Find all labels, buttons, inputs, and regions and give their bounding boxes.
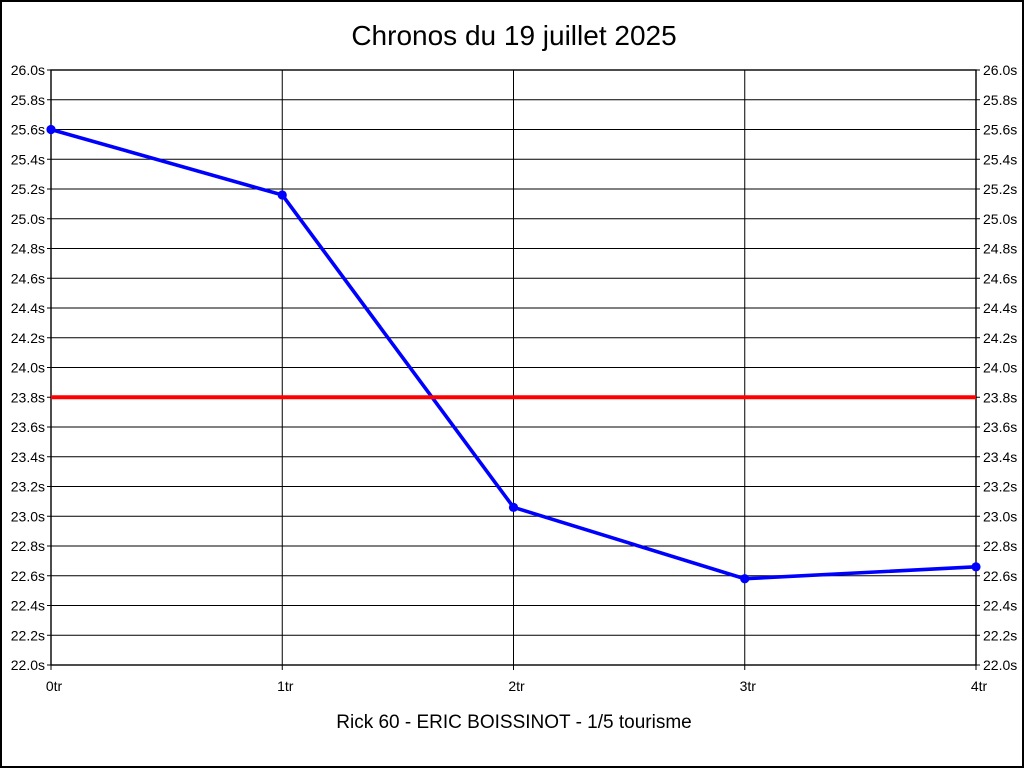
y-tick-label-right: 25.2s <box>983 181 1017 197</box>
y-tick-label-left: 22.0s <box>11 657 45 673</box>
x-tick-label: 2tr <box>508 678 525 694</box>
x-tick-label: 4tr <box>971 678 988 694</box>
y-tick-label-left: 25.2s <box>11 181 45 197</box>
y-tick-label-right: 23.8s <box>983 389 1017 405</box>
chart-subtitle: Rick 60 - ERIC BOISSINOT - 1/5 tourisme <box>336 712 692 733</box>
y-tick-label-left: 24.6s <box>11 270 45 286</box>
y-tick-label-right: 24.2s <box>983 330 1017 346</box>
y-tick-label-right: 23.0s <box>983 508 1017 524</box>
y-tick-label-left: 24.4s <box>11 300 45 316</box>
y-tick-label-right: 25.4s <box>983 151 1017 167</box>
y-tick-label-right: 25.8s <box>983 92 1017 108</box>
y-tick-label-left: 22.6s <box>11 568 45 584</box>
chart-title: Chronos du 19 juillet 2025 <box>351 20 677 51</box>
y-tick-label-left: 25.8s <box>11 92 45 108</box>
y-tick-label-left: 23.8s <box>11 389 45 405</box>
y-tick-label-right: 24.4s <box>983 300 1017 316</box>
y-tick-label-left: 26.0s <box>11 62 45 78</box>
lap-time-point <box>740 574 750 584</box>
lap-time-point <box>46 124 56 135</box>
y-tick-label-right: 22.8s <box>983 538 1017 554</box>
y-tick-label-left: 25.6s <box>11 122 45 138</box>
lap-time-point <box>508 502 519 512</box>
y-tick-label-right: 24.8s <box>983 241 1017 257</box>
y-tick-label-left: 24.2s <box>11 330 45 346</box>
y-tick-label-left: 22.8s <box>11 538 45 554</box>
y-tick-label-right: 26.0s <box>983 62 1017 78</box>
y-tick-label-left: 22.2s <box>11 627 45 643</box>
y-tick-label-left: 23.6s <box>11 419 45 435</box>
plot-border <box>50 69 977 666</box>
y-tick-label-right: 22.0s <box>983 657 1017 673</box>
y-tick-label-right: 25.6s <box>983 122 1017 138</box>
y-tick-label-right: 22.6s <box>983 568 1017 584</box>
y-tick-label-left: 24.8s <box>11 241 45 257</box>
y-tick-label-right: 23.2s <box>983 479 1017 495</box>
x-tick-label: 3tr <box>740 678 757 694</box>
x-tick-label: 0tr <box>46 678 63 694</box>
y-tick-label-right: 23.4s <box>983 449 1017 465</box>
y-tick-label-left: 23.0s <box>11 508 45 524</box>
y-tick-label-left: 25.4s <box>11 151 45 167</box>
y-tick-label-left: 24.0s <box>11 360 45 376</box>
lap-time-point <box>277 190 287 200</box>
lap-time-point <box>971 562 981 572</box>
x-tick-label: 1tr <box>277 678 294 694</box>
y-tick-label-right: 22.4s <box>983 598 1017 614</box>
y-tick-label-left: 25.0s <box>11 211 45 227</box>
y-tick-label-right: 24.0s <box>983 360 1017 376</box>
y-tick-label-left: 23.2s <box>11 479 45 495</box>
y-tick-label-left: 22.4s <box>11 598 45 614</box>
y-tick-label-right: 24.6s <box>983 270 1017 286</box>
y-tick-label-left: 23.4s <box>11 449 45 465</box>
y-tick-label-right: 22.2s <box>983 627 1017 643</box>
y-tick-label-right: 25.0s <box>983 211 1017 227</box>
y-tick-label-right: 23.6s <box>983 419 1017 435</box>
